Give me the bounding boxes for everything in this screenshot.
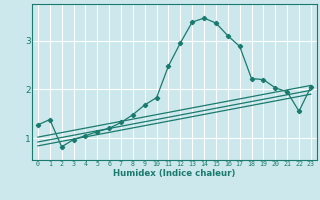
X-axis label: Humidex (Indice chaleur): Humidex (Indice chaleur) [113, 169, 236, 178]
